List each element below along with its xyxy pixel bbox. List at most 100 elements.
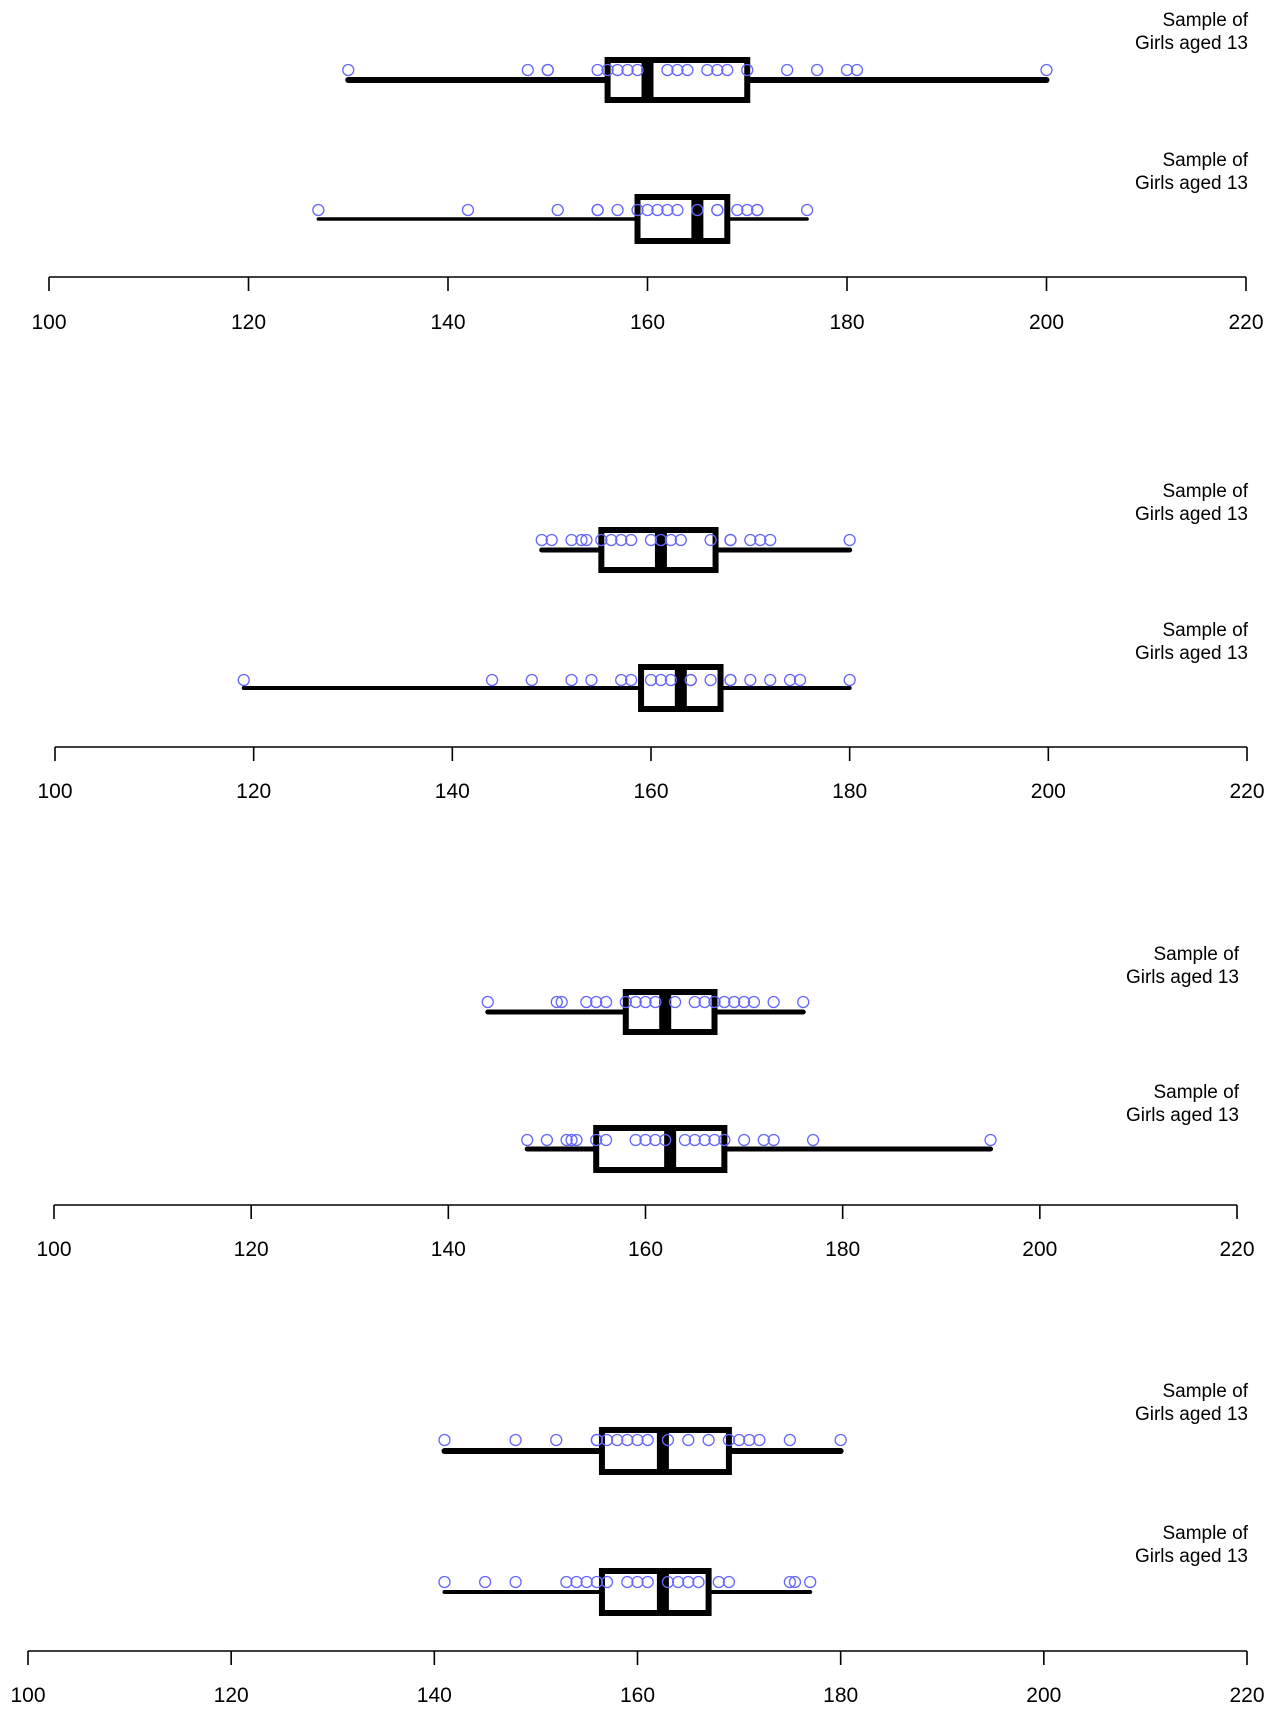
data-point	[732, 1433, 746, 1447]
x-tick-label: 160	[630, 311, 665, 334]
data-point	[984, 1133, 997, 1147]
median-line	[691, 197, 704, 241]
data-point	[481, 995, 494, 1009]
data-point	[644, 673, 658, 687]
series-label: Sample of	[1162, 10, 1248, 31]
x-tick-label: 220	[1229, 1684, 1264, 1707]
data-point	[754, 533, 767, 547]
data-point	[591, 63, 604, 77]
x-tick-label: 140	[417, 1684, 452, 1707]
data-point	[237, 673, 250, 687]
data-point	[743, 1433, 756, 1447]
data-point	[793, 673, 807, 687]
series-label: Girls aged 13	[1135, 1404, 1248, 1425]
data-point	[611, 1433, 624, 1447]
data-point	[621, 1575, 634, 1589]
data-point	[737, 1133, 751, 1147]
data-point	[804, 1575, 817, 1589]
data-point	[641, 203, 654, 217]
data-point	[722, 1433, 736, 1447]
data-point	[535, 533, 548, 547]
data-point	[688, 995, 701, 1009]
data-point	[711, 63, 724, 77]
data-point	[744, 533, 757, 547]
data-point	[664, 533, 678, 547]
data-point	[615, 533, 628, 547]
data-point	[737, 995, 751, 1009]
series-label: Girls aged 13	[1135, 1546, 1248, 1567]
data-point	[718, 995, 731, 1009]
x-tick-label: 200	[1029, 311, 1064, 334]
data-point	[724, 533, 737, 547]
data-point	[649, 1133, 662, 1147]
data-point	[731, 203, 744, 217]
x-tick-label: 200	[1031, 780, 1066, 803]
data-point	[840, 63, 854, 77]
data-point	[728, 995, 741, 1009]
x-tick-label: 100	[36, 1238, 71, 1261]
data-point	[560, 1575, 573, 1589]
x-tick-label: 140	[430, 311, 465, 334]
data-point	[585, 673, 598, 687]
data-point	[631, 1433, 644, 1447]
data-point	[461, 203, 475, 217]
series-label: Girls aged 13	[1135, 173, 1248, 194]
data-point	[599, 1133, 613, 1147]
data-point	[722, 1575, 736, 1589]
data-point	[641, 1433, 654, 1447]
data-point	[744, 673, 757, 687]
data-point	[590, 1575, 604, 1589]
data-point	[591, 203, 604, 217]
data-point	[724, 673, 737, 687]
data-point	[555, 995, 568, 1009]
data-point	[708, 1133, 721, 1147]
data-point	[702, 1433, 715, 1447]
data-point	[438, 1575, 451, 1589]
data-point	[600, 1433, 614, 1447]
data-point	[611, 203, 624, 217]
data-point	[621, 63, 634, 77]
data-point	[701, 63, 714, 77]
data-point	[565, 673, 578, 687]
data-point	[644, 533, 658, 547]
data-point	[521, 1133, 534, 1147]
series-label: Sample of	[1153, 944, 1239, 965]
series-label: Girls aged 13	[1135, 33, 1248, 54]
data-point	[797, 995, 810, 1009]
median-line	[659, 992, 672, 1032]
series-label: Girls aged 13	[1126, 1105, 1239, 1126]
data-point	[639, 1133, 652, 1147]
x-tick-label: 220	[1219, 1238, 1254, 1261]
data-point	[590, 1433, 604, 1447]
data-point	[704, 673, 717, 687]
data-point	[601, 63, 614, 77]
data-point	[708, 995, 721, 1009]
data-point	[850, 63, 864, 77]
x-tick-label: 120	[231, 311, 266, 334]
x-tick-label: 220	[1228, 311, 1263, 334]
data-point	[688, 1133, 701, 1147]
series-label: Girls aged 13	[1126, 967, 1239, 988]
data-point	[721, 63, 734, 77]
data-point	[659, 1133, 672, 1147]
series-label: Sample of	[1162, 1523, 1248, 1544]
box-iqr	[593, 1125, 728, 1173]
x-tick-label: 120	[214, 1684, 249, 1707]
x-tick-label: 200	[1022, 1238, 1057, 1261]
data-point	[691, 203, 704, 217]
data-point	[565, 533, 578, 547]
data-point	[570, 1133, 583, 1147]
data-point	[631, 63, 644, 77]
x-tick-label: 100	[10, 1684, 45, 1707]
data-point	[806, 1133, 820, 1147]
data-point	[629, 995, 642, 1009]
data-point	[661, 1575, 675, 1589]
x-tick-label: 220	[1229, 780, 1264, 803]
